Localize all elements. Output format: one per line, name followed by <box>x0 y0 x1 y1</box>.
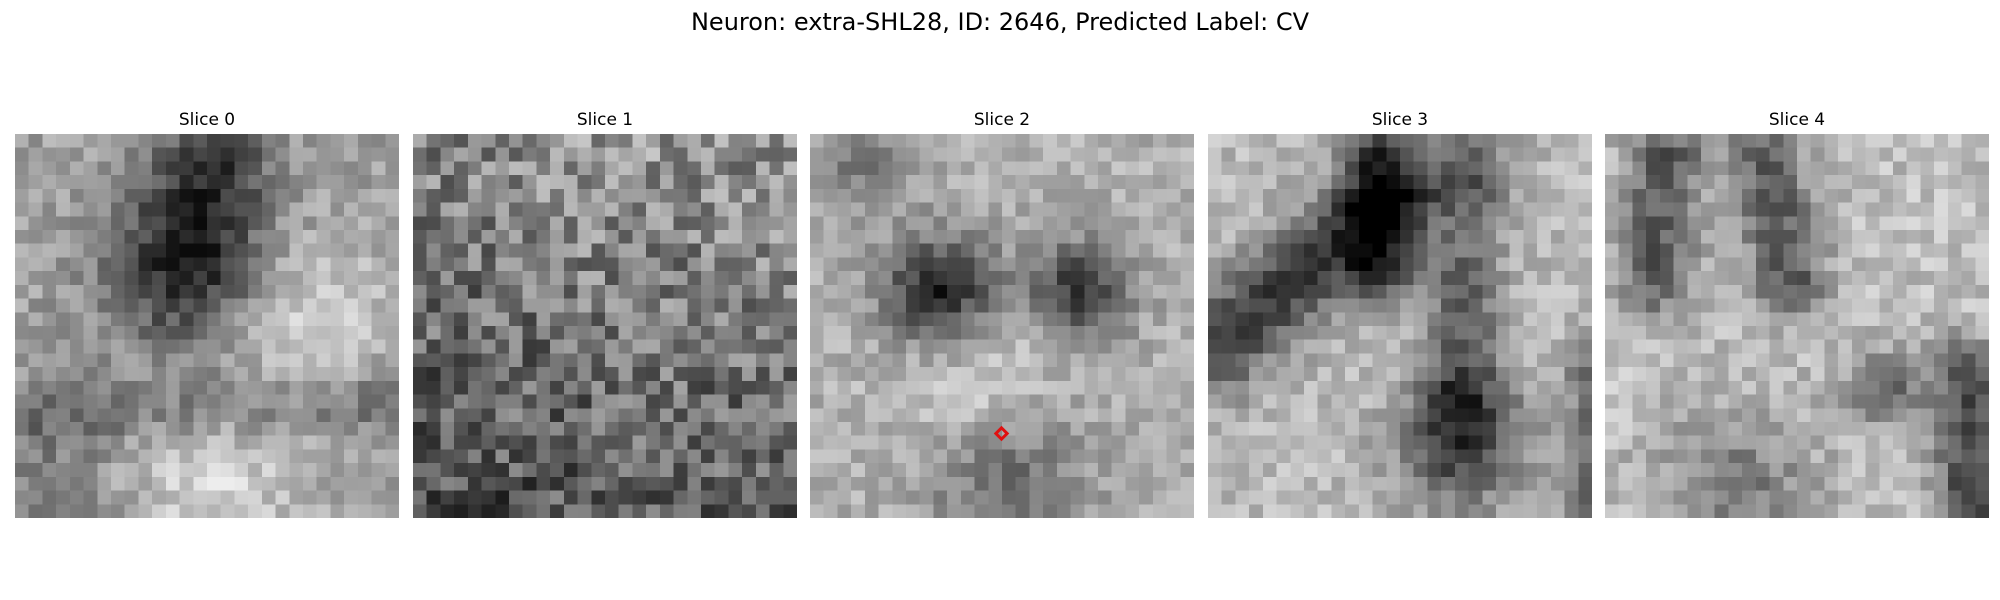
slice-image <box>15 134 399 518</box>
slice-title: Slice 4 <box>1768 110 1826 130</box>
slice-image <box>810 134 1194 518</box>
slice-image <box>413 134 797 518</box>
slice-title: Slice 3 <box>1371 110 1429 130</box>
slice-image <box>1605 134 1989 518</box>
slice-title: Slice 2 <box>973 110 1031 130</box>
figure-title: Neuron: extra-SHL28, ID: 2646, Predicted… <box>690 8 1310 36</box>
slice-title: Slice 1 <box>576 110 634 130</box>
slice-title: Slice 0 <box>178 110 236 130</box>
slice-image <box>1208 134 1592 518</box>
